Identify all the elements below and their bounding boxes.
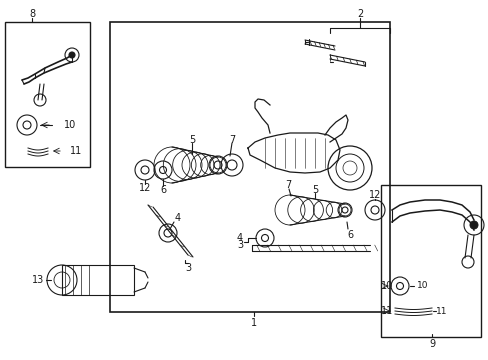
Text: 7: 7 [285,180,290,190]
Text: 8: 8 [29,9,35,19]
Text: 1: 1 [250,318,257,328]
Text: 12: 12 [368,190,381,200]
Text: 6: 6 [346,230,352,240]
Text: 5: 5 [188,135,195,145]
Circle shape [469,221,477,229]
Bar [110,22,389,312]
Text: 7: 7 [228,135,235,145]
Text: 5: 5 [311,185,318,195]
Text: 13: 13 [32,275,44,285]
Text: 10: 10 [64,120,76,130]
Text: 9: 9 [428,339,434,349]
Text: 3: 3 [237,240,243,250]
Text: 6: 6 [160,185,166,195]
Text: 2: 2 [356,9,363,19]
Bar [62,265,134,295]
Text: 3: 3 [184,263,191,273]
Bar [5,22,90,167]
Text: 10: 10 [380,281,392,291]
Text: 11: 11 [70,146,82,156]
Text: 4: 4 [175,213,181,223]
Bar [380,185,480,337]
Text: 11: 11 [380,306,392,316]
Text: 11: 11 [435,306,447,315]
Text: 12: 12 [139,183,151,193]
Text: 4: 4 [237,233,243,243]
Circle shape [69,52,75,58]
Text: 10: 10 [416,282,427,291]
